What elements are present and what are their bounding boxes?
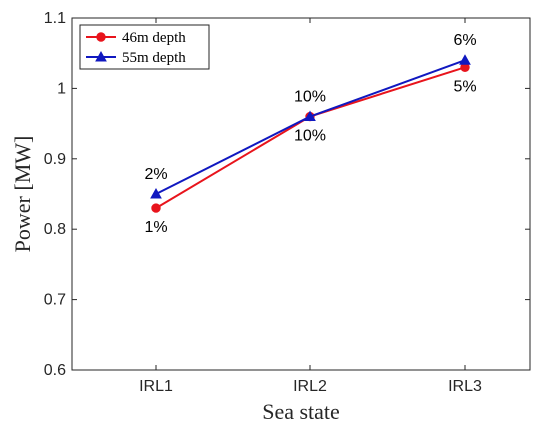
data-label: 5% — [453, 78, 476, 95]
legend-entry: 55m depth — [86, 50, 186, 66]
y-tick-label: 1 — [57, 80, 66, 97]
y-tick-label: 0.9 — [44, 151, 66, 168]
y-tick-label: 1.1 — [44, 10, 66, 27]
y-tick-label: 0.6 — [44, 362, 66, 379]
legend-label: 46m depth — [122, 30, 186, 46]
axis-ticks: 0.6 0.7 0.8 0.9 1 1.1 IRL1 IRL2 IRL3 — [44, 10, 530, 395]
legend-marker — [96, 32, 106, 42]
y-tick-label: 0.8 — [44, 221, 66, 238]
plot-frame — [71, 17, 531, 371]
data-label: 10% — [294, 128, 326, 145]
data-label: 1% — [144, 219, 167, 236]
data-labels: 1% 10% 5% 2% 10% 6% — [144, 32, 476, 236]
data-label: 6% — [453, 32, 476, 49]
data-label: 10% — [294, 89, 326, 106]
data-point — [150, 187, 162, 199]
legend-entry: 46m depth — [86, 30, 186, 46]
series-2 — [150, 54, 471, 199]
series-group — [150, 54, 471, 213]
x-axis-title: Sea state — [262, 399, 340, 424]
data-point — [151, 203, 161, 213]
x-tick-label: IRL3 — [448, 378, 482, 395]
data-point — [304, 110, 316, 122]
y-axis-title: Power [MW] — [10, 136, 35, 253]
x-tick-label: IRL2 — [293, 378, 327, 395]
legend-label: 55m depth — [122, 50, 186, 66]
data-label: 2% — [144, 166, 167, 183]
x-tick-label: IRL1 — [139, 378, 173, 395]
legend-marker — [95, 50, 107, 62]
data-point — [459, 54, 471, 65]
y-tick-label: 0.7 — [44, 292, 66, 309]
legend: 46m depth 55m depth — [79, 24, 210, 70]
plot-area — [71, 17, 531, 371]
